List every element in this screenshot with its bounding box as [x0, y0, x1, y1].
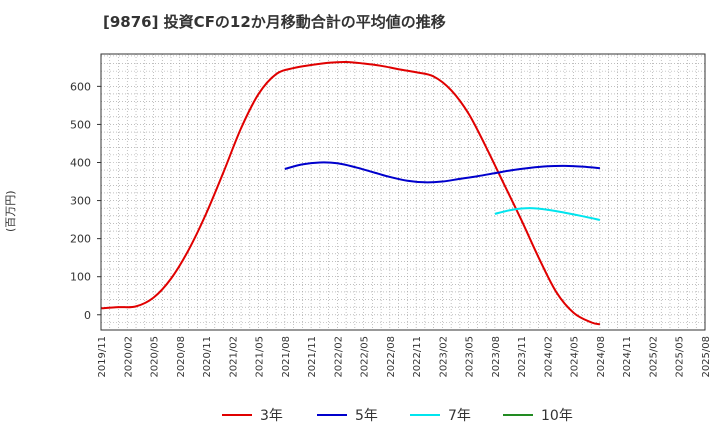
legend-item: 7年 — [410, 404, 471, 426]
x-tick-label: 2023/02 — [438, 336, 449, 378]
x-axis-tick-labels: 2019/11 2020/02 2020/05 2020/08 2020/11 2021/… — [97, 336, 712, 378]
series-lines — [100, 60, 601, 326]
chart-title: [9876] 投資CFの12か月移動合計の平均値の推移 — [103, 13, 446, 31]
series-line-7年 — [494, 207, 601, 221]
y-tick-label: 200 — [70, 233, 91, 246]
plot-area-frame — [100, 53, 706, 331]
y-tick-label: 500 — [70, 118, 91, 131]
legend-item: 3年 — [222, 404, 283, 426]
legend-label: 3年 — [260, 408, 283, 424]
legend-swatch — [410, 414, 440, 416]
series-line-3年 — [100, 60, 601, 326]
x-tick-label: 2020/02 — [123, 336, 134, 378]
legend-label: 10年 — [541, 408, 573, 424]
x-tick-label: 2022/11 — [412, 336, 423, 378]
x-tick-label: 2024/11 — [622, 336, 633, 378]
x-tick-label: 2020/11 — [202, 336, 213, 378]
x-tick-label: 2020/08 — [176, 336, 187, 378]
x-tick-label: 2022/02 — [333, 336, 344, 378]
x-tick-label: 2024/02 — [543, 336, 554, 378]
x-tick-label: 2022/08 — [386, 336, 397, 378]
legend-item: 10年 — [503, 404, 573, 426]
x-tick-label: 2020/05 — [150, 336, 161, 378]
legend-label: 5年 — [355, 408, 378, 424]
legend-swatch — [503, 414, 533, 416]
legend-swatch — [222, 414, 252, 416]
legend: 3年 5年 7年 10年 — [0, 404, 720, 426]
x-tick-label: 2025/08 — [701, 336, 712, 378]
y-tick-label: 300 — [70, 195, 91, 208]
x-tick-label: 2022/05 — [360, 336, 371, 378]
y-tick-label: 0 — [84, 309, 91, 322]
x-tick-label: 2021/11 — [307, 336, 318, 378]
y-axis-tick-labels: 0 100 200 300 400 500 600 — [70, 80, 101, 322]
x-tick-label: 2023/11 — [517, 336, 528, 378]
x-tick-label: 2023/05 — [465, 336, 476, 378]
y-tick-label: 400 — [70, 156, 91, 169]
x-tick-label: 2021/08 — [281, 336, 292, 378]
x-tick-label: 2025/02 — [648, 336, 659, 378]
series-line-5年 — [284, 161, 601, 184]
grid-lines — [100, 54, 706, 331]
legend-label: 7年 — [448, 408, 471, 424]
x-tick-label: 2019/11 — [97, 336, 108, 378]
x-tick-label: 2021/05 — [255, 336, 266, 378]
legend-swatch — [317, 414, 347, 416]
x-tick-label: 2023/08 — [491, 336, 502, 378]
y-tick-label: 100 — [70, 271, 91, 284]
legend-item: 5年 — [317, 404, 378, 426]
x-tick-label: 2024/05 — [570, 336, 581, 378]
x-tick-label: 2025/05 — [675, 336, 686, 378]
x-tick-label: 2021/02 — [228, 336, 239, 378]
x-tick-label: 2024/08 — [596, 336, 607, 378]
y-tick-label: 600 — [70, 80, 91, 93]
